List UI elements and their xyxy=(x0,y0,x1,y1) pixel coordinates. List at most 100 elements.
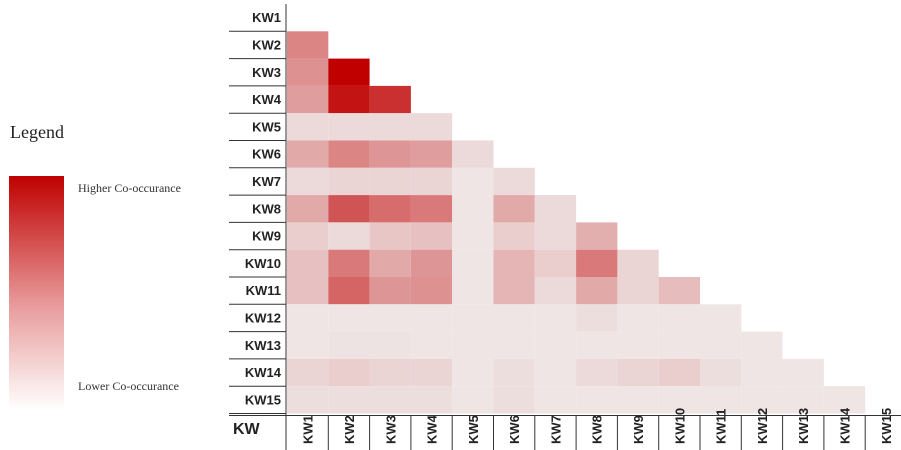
heatmap-cell-kw4-kw1 xyxy=(287,85,329,114)
heatmap-cell-kw8-kw6 xyxy=(493,195,535,223)
row-label-kw9: KW9 xyxy=(252,229,281,244)
heatmap-cell-kw13-kw4 xyxy=(410,331,453,359)
heatmap-cell-kw9-kw8 xyxy=(576,222,618,250)
heatmap-cell-kw14-kw2 xyxy=(328,358,370,387)
heatmap-cell-kw12-kw4 xyxy=(410,304,453,332)
row-label-kw10: KW10 xyxy=(245,256,281,271)
heatmap-cell-kw13-kw9 xyxy=(617,331,659,359)
heatmap-cell-kw13-kw5 xyxy=(452,331,494,359)
heatmap-cell-kw14-kw10 xyxy=(658,358,700,387)
legend-low-label: Lower Co-occurance xyxy=(78,379,179,393)
heatmap-cell-kw11-kw10 xyxy=(658,277,700,305)
heatmap-cell-kw7-kw3 xyxy=(369,167,411,196)
heatmap-cell-kw11-kw7 xyxy=(534,277,577,305)
heatmap-cell-kw8-kw7 xyxy=(534,195,577,223)
heatmap-cell-kw14-kw4 xyxy=(410,358,453,387)
heatmap-cell-kw12-kw3 xyxy=(369,304,411,332)
heatmap-cell-kw13-kw8 xyxy=(576,331,618,359)
row-label-kw7: KW7 xyxy=(252,174,281,189)
heatmap-cell-kw10-kw5 xyxy=(452,249,494,277)
row-label-kw8: KW8 xyxy=(252,201,281,216)
heatmap-cell-kw7-kw5 xyxy=(452,167,494,196)
heatmap-cell-kw9-kw1 xyxy=(287,222,329,250)
heatmap-cell-kw12-kw8 xyxy=(576,304,618,332)
column-label-kw13: KW13 xyxy=(796,408,811,444)
row-label-kw1: KW1 xyxy=(252,10,281,25)
heatmap-cell-kw5-kw4 xyxy=(410,113,453,141)
heatmap-cell-kw11-kw5 xyxy=(452,277,494,305)
row-label-kw4: KW4 xyxy=(252,92,282,107)
heatmap-cell-kw15-kw5 xyxy=(452,386,494,414)
heatmap-cell-kw13-kw12 xyxy=(741,331,783,359)
heatmap-cell-kw12-kw10 xyxy=(658,304,700,332)
heatmap-cell-kw5-kw2 xyxy=(328,113,370,141)
column-labels: KW1 KW2 KW3 KW4 KW5 KW6 KW7 KW8 KW9 KW10 KW11 KW12 K… xyxy=(301,407,894,444)
heatmap-cell-kw6-kw2 xyxy=(328,140,370,168)
heatmap-cells xyxy=(287,31,866,414)
heatmap-cell-kw9-kw6 xyxy=(493,222,535,250)
heatmap-cell-kw14-kw1 xyxy=(287,358,329,387)
heatmap-cell-kw5-kw3 xyxy=(369,113,411,141)
heatmap-cell-kw12-kw11 xyxy=(700,304,742,332)
row-label-kw11: KW11 xyxy=(246,283,281,298)
row-label-kw5: KW5 xyxy=(252,119,281,134)
column-label-kw4: KW4 xyxy=(425,414,440,444)
column-label-kw10: KW10 xyxy=(672,408,687,444)
heatmap-cell-kw10-kw7 xyxy=(534,249,577,277)
row-label-kw15: KW15 xyxy=(245,392,281,407)
heatmap-cell-kw6-kw3 xyxy=(369,140,411,168)
heatmap-cell-kw15-kw7 xyxy=(534,386,577,414)
heatmap-cell-kw14-kw3 xyxy=(369,358,411,387)
heatmap-cell-kw12-kw2 xyxy=(328,304,370,332)
heatmap-cell-kw10-kw2 xyxy=(328,249,370,277)
heatmap-cell-kw11-kw3 xyxy=(369,277,411,305)
heatmap-cell-kw12-kw1 xyxy=(287,304,329,332)
legend-title: Legend xyxy=(10,122,64,142)
heatmap-cell-kw15-kw3 xyxy=(369,386,411,414)
heatmap-cell-kw15-kw11 xyxy=(700,386,742,414)
heatmap-cell-kw14-kw6 xyxy=(493,358,535,387)
column-label-kw3: KW3 xyxy=(383,415,398,444)
heatmap-cell-kw9-kw3 xyxy=(369,222,411,250)
heatmap-cell-kw7-kw6 xyxy=(493,167,535,196)
heatmap-cell-kw6-kw1 xyxy=(287,140,329,168)
heatmap-cell-kw14-kw12 xyxy=(741,358,783,387)
heatmap-cell-kw14-kw9 xyxy=(617,358,659,387)
heatmap-cell-kw15-kw8 xyxy=(576,386,618,414)
column-label-kw12: KW12 xyxy=(755,408,770,444)
column-label-kw1: KW1 xyxy=(301,415,316,444)
axis-corner-label: KW xyxy=(233,421,261,438)
heatmap-cell-kw9-kw2 xyxy=(328,222,370,250)
heatmap-cell-kw13-kw7 xyxy=(534,331,577,359)
heatmap-cell-kw11-kw2 xyxy=(328,277,370,305)
heatmap-cell-kw8-kw5 xyxy=(452,195,494,223)
column-label-kw15: KW15 xyxy=(879,408,894,444)
heatmap-cell-kw12-kw6 xyxy=(493,304,535,332)
heatmap-cell-kw8-kw4 xyxy=(410,195,453,223)
column-label-kw7: KW7 xyxy=(548,415,563,444)
heatmap-cell-kw15-kw2 xyxy=(328,386,370,414)
column-label-kw2: KW2 xyxy=(342,415,357,444)
column-label-kw9: KW9 xyxy=(631,415,646,444)
heatmap-cell-kw12-kw9 xyxy=(617,304,659,332)
row-label-kw13: KW13 xyxy=(245,338,281,353)
heatmap-cell-kw3-kw2 xyxy=(328,58,370,86)
heatmap-cell-kw13-kw6 xyxy=(493,331,535,359)
heatmap-cell-kw11-kw9 xyxy=(617,277,659,305)
heatmap-cell-kw12-kw5 xyxy=(452,304,494,332)
heatmap-cell-kw11-kw8 xyxy=(576,277,618,305)
row-label-kw2: KW2 xyxy=(252,38,281,53)
heatmap-cell-kw10-kw4 xyxy=(410,249,453,277)
heatmap-cell-kw15-kw9 xyxy=(617,386,659,414)
heatmap-cell-kw14-kw11 xyxy=(700,358,742,387)
heatmap-cell-kw10-kw3 xyxy=(369,249,411,277)
heatmap-cell-kw7-kw2 xyxy=(328,167,370,196)
column-label-kw14: KW14 xyxy=(838,407,853,444)
heatmap-cell-kw13-kw11 xyxy=(700,331,742,359)
heatmap-cell-kw12-kw7 xyxy=(534,304,577,332)
heatmap-cell-kw11-kw6 xyxy=(493,277,535,305)
heatmap-cell-kw15-kw4 xyxy=(410,386,453,414)
heatmap-cell-kw13-kw10 xyxy=(658,331,700,359)
heatmap-cell-kw6-kw4 xyxy=(410,140,453,168)
